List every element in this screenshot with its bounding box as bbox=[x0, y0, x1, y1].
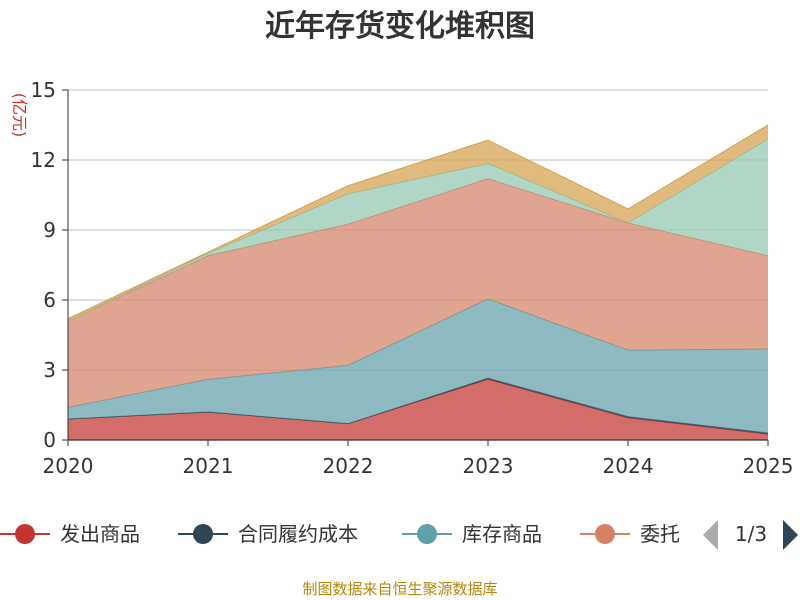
x-tick-label: 2021 bbox=[183, 454, 234, 478]
data-source-note: 制图数据来自恒生聚源数据库 bbox=[302, 580, 497, 598]
legend-item-2[interactable]: 库存商品 bbox=[402, 522, 542, 546]
legend-label: 发出商品 bbox=[60, 522, 140, 546]
legend-marker bbox=[417, 524, 437, 544]
x-tick-label: 2024 bbox=[603, 454, 654, 478]
y-axis-label: (亿元) bbox=[10, 93, 29, 138]
x-tick-label: 2022 bbox=[323, 454, 374, 478]
legend-label: 合同履约成本 bbox=[238, 522, 358, 546]
legend-prev-page-icon[interactable] bbox=[703, 520, 718, 550]
x-tick-label: 2025 bbox=[743, 454, 794, 478]
y-tick-label: 3 bbox=[43, 358, 56, 382]
area-series-5 bbox=[68, 125, 768, 321]
x-tick-label: 2020 bbox=[43, 454, 94, 478]
legend-page-indicator: 1/3 bbox=[735, 522, 767, 546]
area-series-0 bbox=[68, 379, 768, 440]
x-tick-label: 2023 bbox=[463, 454, 514, 478]
legend-item-3[interactable]: 委托 bbox=[580, 522, 680, 546]
legend-label: 库存商品 bbox=[462, 522, 542, 546]
legend-item-0[interactable]: 发出商品 bbox=[0, 522, 140, 546]
legend-marker bbox=[193, 524, 213, 544]
legend-item-1[interactable]: 合同履约成本 bbox=[178, 522, 358, 546]
area-series-2 bbox=[68, 298, 768, 433]
y-tick-label: 12 bbox=[31, 148, 56, 172]
legend-label: 委托 bbox=[640, 522, 680, 546]
chart-title: 近年存货变化堆积图 bbox=[265, 9, 535, 44]
area-series-3 bbox=[68, 178, 768, 408]
y-tick-label: 0 bbox=[43, 428, 56, 452]
legend-marker bbox=[15, 524, 35, 544]
y-tick-label: 15 bbox=[31, 78, 56, 102]
y-tick-label: 6 bbox=[43, 288, 56, 312]
legend-next-page-icon[interactable] bbox=[783, 520, 798, 550]
legend-marker bbox=[595, 524, 615, 544]
area-series-line-3 bbox=[67, 178, 769, 322]
area-series bbox=[67, 124, 769, 440]
y-tick-label: 9 bbox=[43, 218, 56, 242]
axes: 0 3 6 9 12 15 2020 2021 2022 2023 2024 2025 bbox=[31, 78, 794, 478]
area-series-line-5 bbox=[67, 124, 769, 320]
legend[interactable]: 发出商品 合同履约成本 库存商品 委托 1/3 bbox=[0, 520, 798, 550]
